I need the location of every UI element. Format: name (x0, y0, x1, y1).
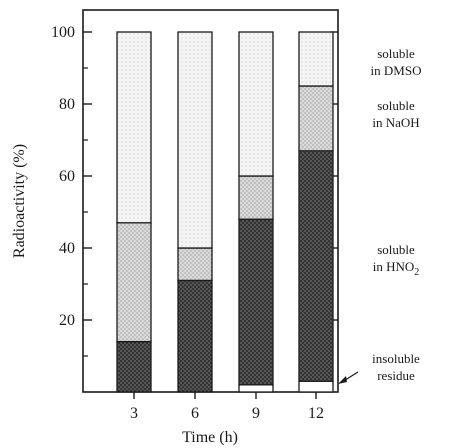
bar-segment-hno2 (177, 279, 213, 393)
bar-segment-insoluble (298, 380, 334, 393)
svg-text:in NaOH: in NaOH (372, 115, 419, 130)
bar-segment-naoh (116, 222, 152, 343)
y-tick-label: 40 (59, 240, 75, 257)
svg-text:residue: residue (377, 368, 415, 383)
bar-segment-insoluble (238, 384, 274, 393)
bar-segment-hno2 (116, 340, 152, 393)
bar-segment-hno2 (298, 150, 334, 382)
svg-text:soluble: soluble (377, 46, 415, 61)
y-tick-label: 60 (59, 168, 75, 185)
annotation-dmso: soluble in DMSO (371, 46, 422, 78)
x-axis: 3 6 9 12 (130, 392, 324, 422)
svg-text:insoluble: insoluble (372, 351, 420, 366)
bar-segment-dmso (177, 31, 213, 249)
residue-arrow (338, 371, 359, 384)
bar-segment-naoh (238, 175, 274, 220)
bars-group (116, 31, 334, 393)
x-tick-label: 6 (191, 405, 199, 422)
svg-text:soluble: soluble (377, 242, 415, 257)
x-tick-label: 9 (252, 405, 260, 422)
svg-text:in HNO2: in HNO2 (373, 259, 420, 278)
bar-segment-hno2 (238, 218, 274, 386)
y-axis-label: Radioactivity (%) (11, 144, 28, 258)
bar-segment-naoh (298, 85, 334, 152)
annotation-hno2: soluble in HNO2 (373, 242, 420, 278)
svg-text:in DMSO: in DMSO (371, 63, 422, 78)
svg-text:soluble: soluble (377, 98, 415, 113)
bar-segment-naoh (177, 247, 213, 282)
y-tick-label: 80 (59, 96, 75, 113)
x-tick-label: 3 (130, 405, 138, 422)
y-axis: 20 40 60 80 100 (51, 24, 338, 357)
y-tick-label: 20 (59, 312, 75, 329)
annotation-residue: insoluble residue (372, 351, 420, 383)
bar-segment-dmso (298, 31, 334, 87)
x-tick-label: 12 (308, 405, 324, 422)
bar-segment-dmso (238, 31, 274, 177)
x-axis-label: Time (h) (182, 429, 238, 446)
annotation-naoh: soluble in NaOH (372, 98, 419, 130)
bar-segment-dmso (116, 31, 152, 224)
y-tick-label: 100 (51, 24, 75, 41)
